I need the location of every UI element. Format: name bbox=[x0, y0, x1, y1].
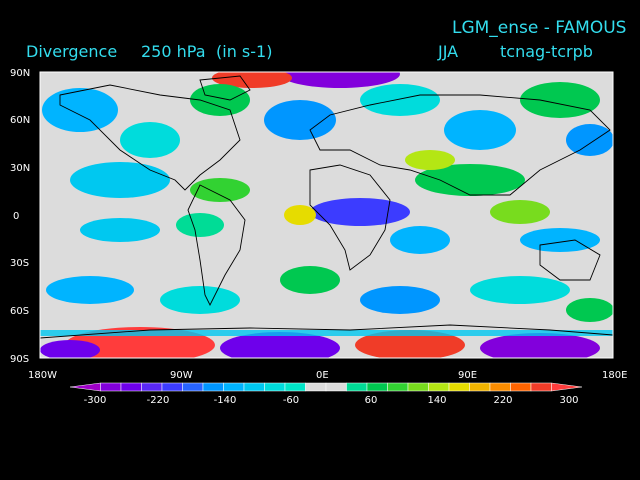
colorbar-swatch bbox=[469, 382, 491, 392]
colorbar-ticks: -300 -220 -140 -60 60 140 220 300 bbox=[84, 395, 579, 406]
season-label: JJA bbox=[437, 42, 458, 61]
colorbar-swatch bbox=[223, 382, 245, 392]
lon-label: 180E bbox=[602, 370, 627, 381]
lon-label: 0E bbox=[316, 370, 329, 381]
colorbar-tick-label: 220 bbox=[493, 395, 512, 406]
lat-label: 60S bbox=[10, 306, 29, 317]
lon-label: 90E bbox=[458, 370, 477, 381]
colorbar-swatch bbox=[305, 382, 327, 392]
lat-label: 0 bbox=[13, 211, 19, 222]
colorbar-swatch bbox=[530, 382, 552, 392]
colorbar-swatch bbox=[284, 382, 306, 392]
coastlines bbox=[40, 75, 613, 339]
colorbar-swatch bbox=[448, 382, 470, 392]
colorbar-swatch bbox=[69, 382, 101, 392]
lat-label: 60N bbox=[10, 115, 30, 126]
colorbar-swatch bbox=[428, 382, 450, 392]
lon-label: 90W bbox=[170, 370, 193, 381]
colorbar-swatch bbox=[264, 382, 286, 392]
colorbar-swatch bbox=[120, 382, 142, 392]
variable-label: Divergence bbox=[26, 42, 117, 61]
lat-label: 90S bbox=[10, 354, 29, 365]
colorbar-swatch bbox=[243, 382, 265, 392]
colorbar-tick-label: -140 bbox=[214, 395, 237, 406]
colorbar-swatch bbox=[551, 382, 583, 392]
colorbar-tick-label: -220 bbox=[147, 395, 170, 406]
colorbar-swatch bbox=[100, 382, 122, 392]
colorbar-swatch bbox=[202, 382, 224, 392]
level-label: 250 hPa bbox=[141, 42, 206, 61]
colorbar-swatch bbox=[182, 382, 204, 392]
colorbar-tick-label: -300 bbox=[84, 395, 107, 406]
colorbar-swatch bbox=[161, 382, 183, 392]
colorbar-swatch bbox=[141, 382, 163, 392]
colorbar-swatch bbox=[325, 382, 347, 392]
colorbar-tick-label: 60 bbox=[365, 395, 378, 406]
lon-labels: 180W 90W 0E 90E 180E bbox=[28, 370, 627, 381]
lon-label: 180W bbox=[28, 370, 57, 381]
lat-labels: 90N 60N 30N 0 30S 60S 90S bbox=[10, 68, 30, 365]
title-right: LGM_ense - FAMOUS bbox=[452, 18, 626, 38]
colorbar-tick-label: 140 bbox=[427, 395, 446, 406]
lat-label: 90N bbox=[10, 68, 30, 79]
lat-label: 30S bbox=[10, 258, 29, 269]
colorbar-swatch bbox=[387, 382, 409, 392]
colorbar bbox=[69, 382, 583, 392]
colorbar-swatch bbox=[407, 382, 429, 392]
colorbar-swatch bbox=[489, 382, 511, 392]
colorbar-tick-label: -60 bbox=[283, 395, 299, 406]
colorbar-swatch bbox=[346, 382, 368, 392]
colorbar-swatch bbox=[366, 382, 388, 392]
divergence-field bbox=[40, 72, 613, 358]
colorbar-tick-label: 300 bbox=[559, 395, 578, 406]
map-frame bbox=[39, 71, 614, 359]
lat-label: 30N bbox=[10, 163, 30, 174]
units-label: (in s-1) bbox=[216, 42, 272, 61]
experiment-label: tcnag-tcrpb bbox=[500, 42, 593, 61]
colorbar-swatch bbox=[510, 382, 532, 392]
